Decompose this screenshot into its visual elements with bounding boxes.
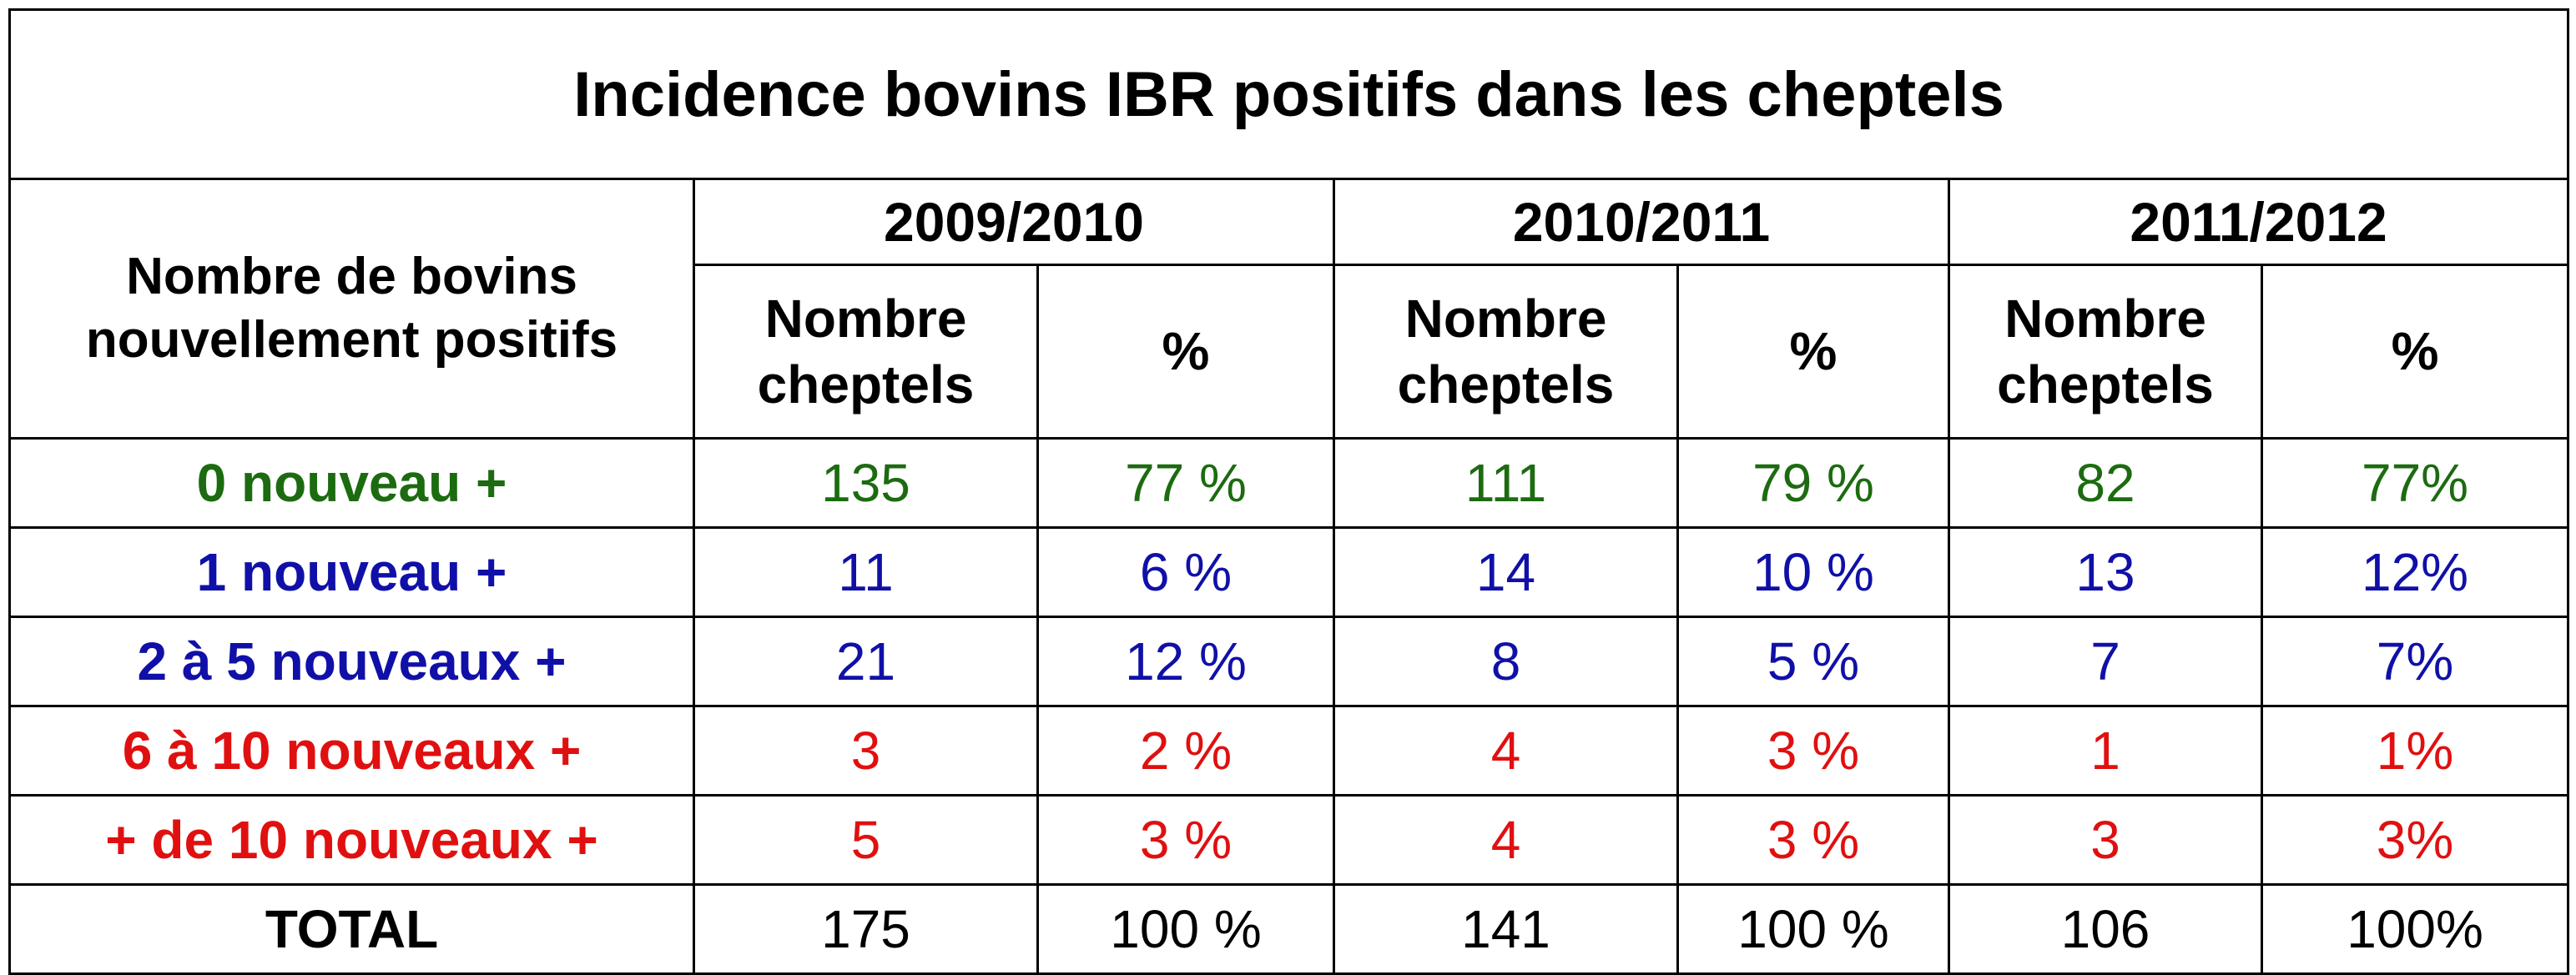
table-cell: 3 [693, 705, 1039, 797]
row-label: 1 nouveau + [8, 526, 695, 618]
year-header: 2009/2010 [693, 178, 1335, 266]
table-cell: 1% [2260, 705, 2570, 797]
year-header: 2011/2012 [1947, 178, 2570, 266]
table-row: + de 10 nouveaux +5 3 % 4 3 % 3 3% [8, 794, 2570, 886]
table-cell: 8 [1333, 616, 1679, 707]
table-row: 6 à 10 nouveaux +3 2 % 4 3 % 1 1% [8, 705, 2570, 797]
table-cell: 6 % [1036, 526, 1335, 618]
table-cell: 11 [693, 526, 1039, 618]
table-cell: 3 % [1676, 705, 1950, 797]
table-cell: 12% [2260, 526, 2570, 618]
sub-header: % [1036, 264, 1335, 440]
table-cell: 2 % [1036, 705, 1335, 797]
table-cell: 82 [1948, 437, 2263, 529]
year-header-row: Nombre de bovins nouvellement positifs 2… [8, 178, 2570, 440]
table-cell: 175 [693, 883, 1039, 975]
table-cell: 135 [693, 437, 1039, 529]
table-cell: 5 [693, 794, 1039, 886]
sub-header: % [2260, 264, 2570, 440]
title-row: Incidence bovins IBR positifs dans les c… [8, 8, 2570, 180]
table-cell: 77 % [1036, 437, 1335, 529]
table-title: Incidence bovins IBR positifs dans les c… [8, 8, 2570, 180]
table-cell: 100 % [1036, 883, 1335, 975]
year-header: 2010/2011 [1333, 178, 1950, 266]
table-cell: 10 % [1676, 526, 1950, 618]
table-cell: 3 % [1036, 794, 1335, 886]
sub-header: % [1676, 264, 1950, 440]
sub-header: Nombre cheptels [1948, 264, 2263, 440]
table-cell: 100% [2260, 883, 2570, 975]
row-label: 6 à 10 nouveaux + [8, 705, 695, 797]
table-cell: 3 [1948, 794, 2263, 886]
table-cell: 21 [693, 616, 1039, 707]
table-cell: 7 [1948, 616, 2263, 707]
table-cell: 77% [2260, 437, 2570, 529]
table-row: 1 nouveau +11 6 % 14 10 % 13 12% [8, 526, 2570, 618]
sub-header: Nombre cheptels [1333, 264, 1679, 440]
table-cell: 1 [1948, 705, 2263, 797]
table-cell: 3% [2260, 794, 2570, 886]
table-cell: 14 [1333, 526, 1679, 618]
table-cell: 13 [1948, 526, 2263, 618]
sub-header: Nombre cheptels [693, 264, 1039, 440]
row-header-label: Nombre de bovins nouvellement positifs [8, 178, 695, 440]
row-label: TOTAL [8, 883, 695, 975]
table-cell: 5 % [1676, 616, 1950, 707]
table-cell: 106 [1948, 883, 2263, 975]
sub-header-row: Nombre cheptels % Nombre cheptels % Nomb… [10, 264, 2570, 440]
table-cell: 3 % [1676, 794, 1950, 886]
table-row: 2 à 5 nouveaux +21 12 % 8 5 % 7 7% [8, 616, 2570, 707]
row-label: 2 à 5 nouveaux + [8, 616, 695, 707]
table-cell: 12 % [1036, 616, 1335, 707]
incidence-table-container: Incidence bovins IBR positifs dans les c… [8, 8, 2570, 975]
table-cell: 79 % [1676, 437, 1950, 529]
incidence-table: Incidence bovins IBR positifs dans les c… [8, 8, 2570, 975]
table-row: 0 nouveau +135 77 % 111 79 % 82 77% [8, 437, 2570, 529]
table-cell: 4 [1333, 705, 1679, 797]
table-row: TOTAL 175 100 % 141 100 % 106 100% [8, 883, 2570, 975]
table-cell: 141 [1333, 883, 1679, 975]
table-cell: 7% [2260, 616, 2570, 707]
table-cell: 4 [1333, 794, 1679, 886]
table-cell: 100 % [1676, 883, 1950, 975]
row-label: 0 nouveau + [8, 437, 695, 529]
table-cell: 111 [1333, 437, 1679, 529]
data-rows: 0 nouveau +135 77 % 111 79 % 82 77% 1 nouveau … [8, 437, 2570, 975]
row-label: + de 10 nouveaux + [8, 794, 695, 886]
